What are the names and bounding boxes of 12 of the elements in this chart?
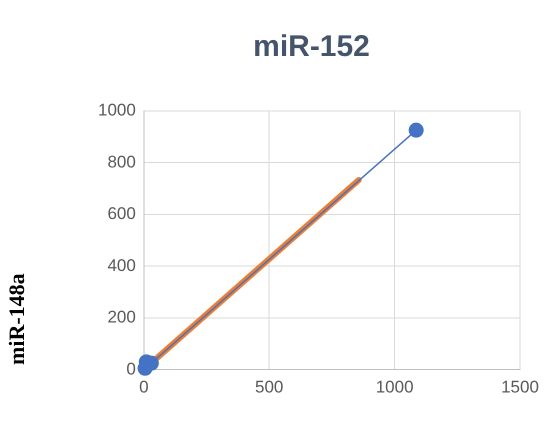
y-tick-label: 400 — [107, 256, 136, 275]
chart-title: miR-152 — [252, 30, 371, 64]
y-axis-title: miR-148a — [4, 273, 30, 365]
x-tick-label: 0 — [139, 377, 149, 396]
y-tick-label: 1000 — [98, 100, 136, 120]
y-tick-label: 800 — [107, 152, 136, 172]
x-tick-label: 1500 — [501, 377, 539, 396]
y-tick-label: 200 — [107, 308, 136, 327]
x-tick-label: 1000 — [376, 377, 414, 396]
y-tick-label: 0 — [126, 359, 136, 378]
y-tick-label: 600 — [107, 204, 136, 224]
x-tick-label: 500 — [255, 377, 284, 396]
